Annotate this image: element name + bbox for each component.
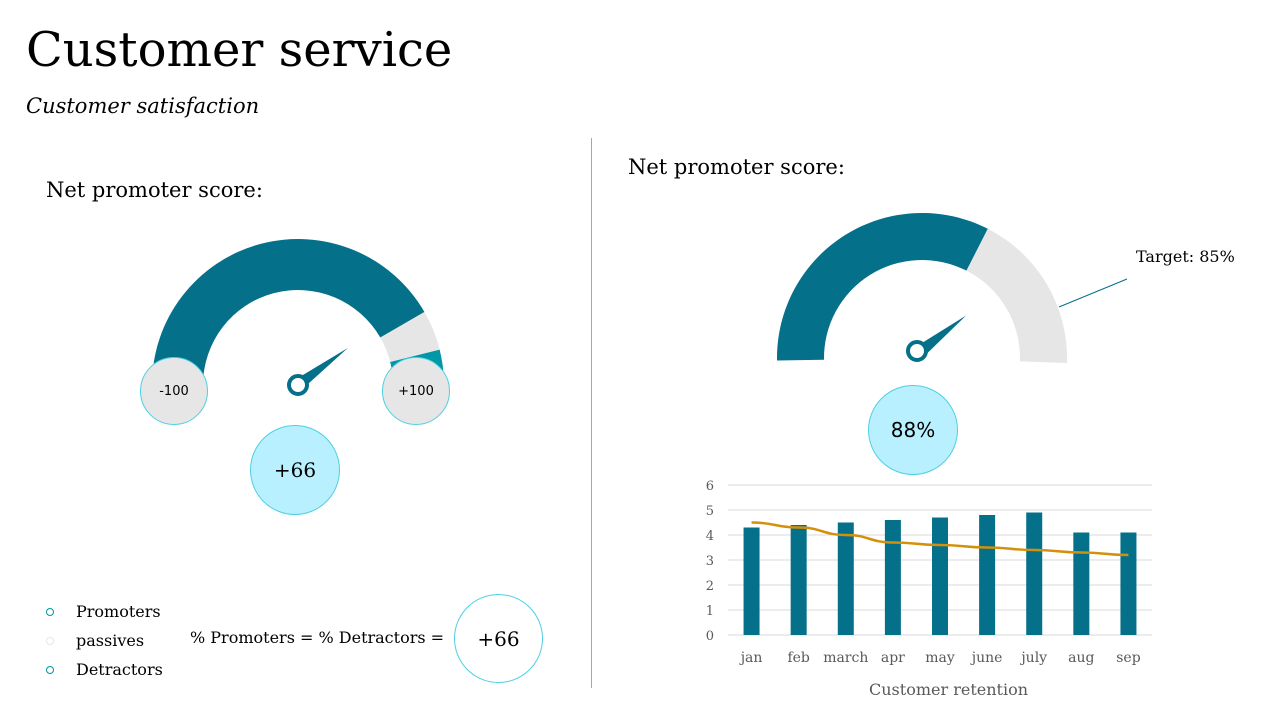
bar-feb xyxy=(790,525,807,635)
legend-dot-passives xyxy=(46,636,54,645)
gauge-legend: Promoters passives Detractors xyxy=(46,597,163,684)
section-divider xyxy=(591,138,592,688)
y-tick-label: 6 xyxy=(706,479,714,494)
gauge-value-badge: +66 xyxy=(250,425,340,515)
bar-march xyxy=(837,522,854,635)
bar-apr xyxy=(884,520,901,635)
y-tick-label: 5 xyxy=(706,504,714,519)
x-tick-label: may xyxy=(925,650,955,666)
gauge-needle xyxy=(918,315,967,355)
retention-chart: 0 1 2 3 4 5 6 jan feb march apr may june july aug sep xyxy=(706,479,1152,666)
y-tick-label: 3 xyxy=(706,554,714,569)
bar-jan xyxy=(743,527,760,635)
legend-item-detractors: Detractors xyxy=(46,655,163,684)
bar-july xyxy=(1026,512,1043,635)
gauge-needle-hub xyxy=(287,374,309,396)
trend-line xyxy=(751,521,1129,557)
right-gauge-value-badge: 88% xyxy=(868,385,958,475)
y-tick-label: 0 xyxy=(706,629,714,644)
gauge-segment-remaining xyxy=(966,228,1067,364)
gauge-needle xyxy=(294,348,348,390)
left-gauge-title: Net promoter score: xyxy=(46,178,263,202)
x-tick-label: aug xyxy=(1068,650,1094,666)
legend-dot-detractors xyxy=(46,665,54,674)
legend-label-promoters: Promoters xyxy=(76,602,161,621)
x-tick-label: sep xyxy=(1116,650,1140,666)
gauge-segment-filled xyxy=(777,213,988,361)
y-tick-label: 1 xyxy=(706,604,714,619)
gauge-max-badge: +100 xyxy=(382,357,450,425)
legend-label-passives: passives xyxy=(76,631,145,650)
x-tick-label: jan xyxy=(739,650,763,666)
bar-may xyxy=(932,517,948,635)
page-subtitle: Customer satisfaction xyxy=(26,94,260,118)
y-tick-label: 2 xyxy=(706,579,714,594)
x-tick-label: june xyxy=(970,650,1003,666)
target-leader-line xyxy=(1058,278,1128,308)
page-title: Customer service xyxy=(26,22,453,78)
bar-sep xyxy=(1120,532,1137,635)
legend-item-passives: passives xyxy=(46,626,163,655)
nps-gauge-right: Target: 85% xyxy=(777,213,1235,364)
formula-result-badge: +66 xyxy=(454,594,543,683)
chart-xlabel: Customer retention xyxy=(869,680,1028,699)
right-gauge-title: Net promoter score: xyxy=(628,155,845,179)
bar-june xyxy=(979,515,996,635)
legend-item-promoters: Promoters xyxy=(46,597,163,626)
legend-dot-promoters xyxy=(46,607,54,616)
x-tick-label: feb xyxy=(787,650,809,666)
x-tick-label: july xyxy=(1019,650,1047,666)
x-tick-label: march xyxy=(823,650,868,666)
x-tick-label: apr xyxy=(881,650,905,666)
legend-label-detractors: Detractors xyxy=(76,660,163,679)
bar-aug xyxy=(1073,532,1090,635)
y-tick-label: 4 xyxy=(706,529,714,544)
gauge-min-badge: -100 xyxy=(140,357,208,425)
gauge-needle-hub xyxy=(906,340,928,362)
gauge-segment-detractors xyxy=(152,239,425,385)
target-label: Target: 85% xyxy=(1136,247,1235,266)
gauge-segment-passives xyxy=(380,312,440,363)
nps-formula: % Promoters = % Detractors = xyxy=(190,628,445,647)
